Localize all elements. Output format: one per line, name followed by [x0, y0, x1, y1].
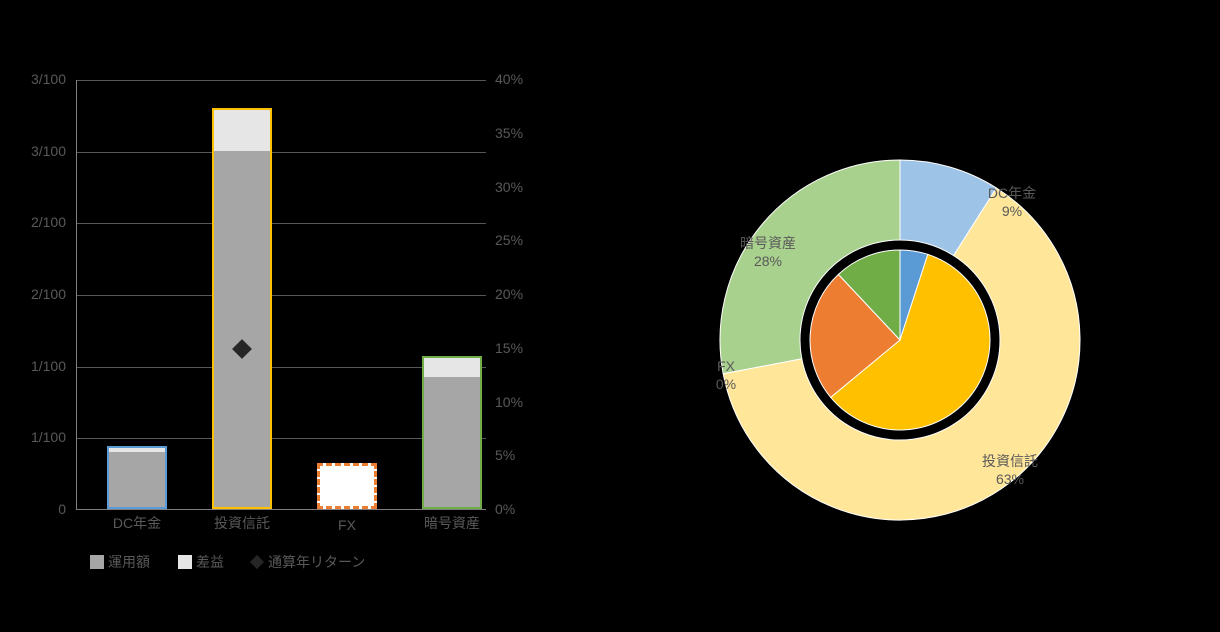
x-tick-label: DC年金 — [92, 513, 182, 533]
y-right-tick-label: 35% — [495, 125, 545, 141]
bar-DC年金 — [107, 446, 167, 509]
legend-item: 通算年リターン — [252, 552, 365, 572]
legend-label: 運用額 — [108, 554, 150, 570]
gridline — [77, 295, 486, 296]
bar-outline — [422, 356, 482, 509]
y-left-tick-label: 2/100 — [6, 214, 66, 230]
y-right-tick-label: 15% — [495, 340, 545, 356]
donut-label-投資信託: 投資信託63% — [982, 452, 1038, 488]
bar-legend: 運用額 差益 通算年リターン — [90, 552, 365, 572]
legend-item: 差益 — [178, 552, 224, 572]
y-right-tick-label: 20% — [495, 286, 545, 302]
legend-diamond-icon — [250, 555, 264, 569]
y-right-tick-label: 30% — [495, 179, 545, 195]
x-tick-label: FX — [302, 517, 392, 533]
bar-chart: 01/1001/1002/1002/1003/1003/1000%5%10%15… — [76, 80, 486, 510]
y-left-tick-label: 1/100 — [6, 358, 66, 374]
bar-outline — [317, 463, 377, 509]
chart-canvas: 0 1/100 1/100 2/100 2/100 3/100 3/100 0% 5% 10% 15… — [0, 0, 1220, 632]
bar-outline — [212, 108, 272, 509]
legend-label: 差益 — [196, 554, 224, 570]
legend-swatch — [178, 555, 192, 569]
y-right-tick-label: 0% — [495, 501, 545, 517]
y-left-tick-label: 3/100 — [6, 143, 66, 159]
inner-pie-slice-DC年金 — [900, 250, 928, 340]
donut-slice-DC年金 — [900, 160, 996, 256]
inner-pie-slice-投資信託 — [831, 254, 990, 430]
bar-暗号資産 — [422, 356, 482, 509]
x-tick-label: 暗号資産 — [407, 513, 497, 533]
donut-label-FX: FX0% — [716, 357, 736, 393]
y-right-tick-label: 5% — [495, 447, 545, 463]
gridline — [77, 152, 486, 153]
y-right-tick-label: 10% — [495, 394, 545, 410]
donut-label-DC年金: DC年金9% — [988, 184, 1036, 220]
legend-item: 運用額 — [90, 552, 150, 572]
y-right-tick-label: 40% — [495, 71, 545, 87]
y-left-tick-label: 3/100 — [6, 71, 66, 87]
y-left-tick-label: 2/100 — [6, 286, 66, 302]
donut-label-暗号資産: 暗号資産28% — [740, 234, 796, 270]
y-left-tick-label: 0 — [6, 501, 66, 517]
bar-outline — [107, 446, 167, 509]
legend-swatch — [90, 555, 104, 569]
y-right-tick-label: 25% — [495, 232, 545, 248]
legend-label: 通算年リターン — [268, 554, 365, 570]
inner-pie-slice-暗号資産 — [838, 250, 900, 340]
y-left-tick-label: 1/100 — [6, 429, 66, 445]
x-tick-label: 投資信託 — [197, 513, 287, 533]
inner-pie-slice-FX — [810, 274, 900, 397]
bar-投資信託 — [212, 108, 272, 509]
gridline — [77, 223, 486, 224]
bar-FX — [317, 463, 377, 509]
gridline — [77, 80, 486, 81]
